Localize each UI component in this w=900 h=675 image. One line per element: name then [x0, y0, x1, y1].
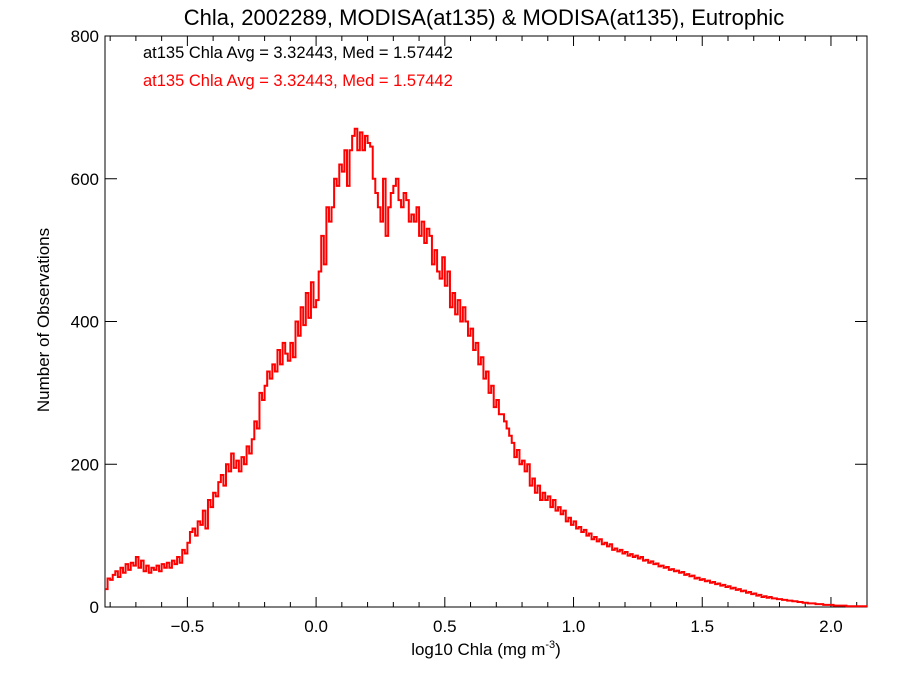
axis-tick-labels: −0.5 0.0 0.5 1.0 1.5 2.0 0 200 400 600 800	[71, 27, 843, 636]
series-layer	[105, 127, 867, 608]
x-tick-label: 2.0	[819, 617, 843, 636]
y-tick-label: 400	[71, 313, 99, 332]
y-tick-label: 0	[90, 598, 99, 617]
x-tick-label: −0.5	[171, 617, 205, 636]
plot-border	[104, 35, 868, 608]
y-tick-label: 800	[71, 27, 99, 46]
stats-annotation-1: at135 Chla Avg = 3.32443, Med = 1.57442	[143, 44, 453, 62]
x-axis-label-superscript: -3	[545, 639, 555, 651]
stats-annotation-2: at135 Chla Avg = 3.32443, Med = 1.57442	[143, 72, 453, 90]
plot-frame	[104, 35, 868, 608]
x-tick-label: 0.0	[304, 617, 328, 636]
x-tick-label: 1.0	[562, 617, 586, 636]
annotations: at135 Chla Avg = 3.32443, Med = 1.57442 a…	[143, 44, 453, 90]
y-tick-label: 600	[71, 170, 99, 189]
y-tick-label: 200	[71, 455, 99, 474]
histogram-series-0	[105, 127, 867, 608]
x-tick-label: 1.5	[690, 617, 714, 636]
x-axis-label: log10 Chla (mg m-3)	[411, 639, 561, 659]
y-axis-label: Number of Observations	[34, 228, 53, 412]
x-tick-label: 0.5	[433, 617, 457, 636]
x-axis-label-main: log10 Chla (mg m	[411, 640, 545, 659]
axis-ticks	[105, 35, 867, 608]
x-axis-label-suffix: )	[555, 640, 561, 659]
chart-title: Chla, 2002289, MODISA(at135) & MODISA(at…	[184, 5, 784, 30]
